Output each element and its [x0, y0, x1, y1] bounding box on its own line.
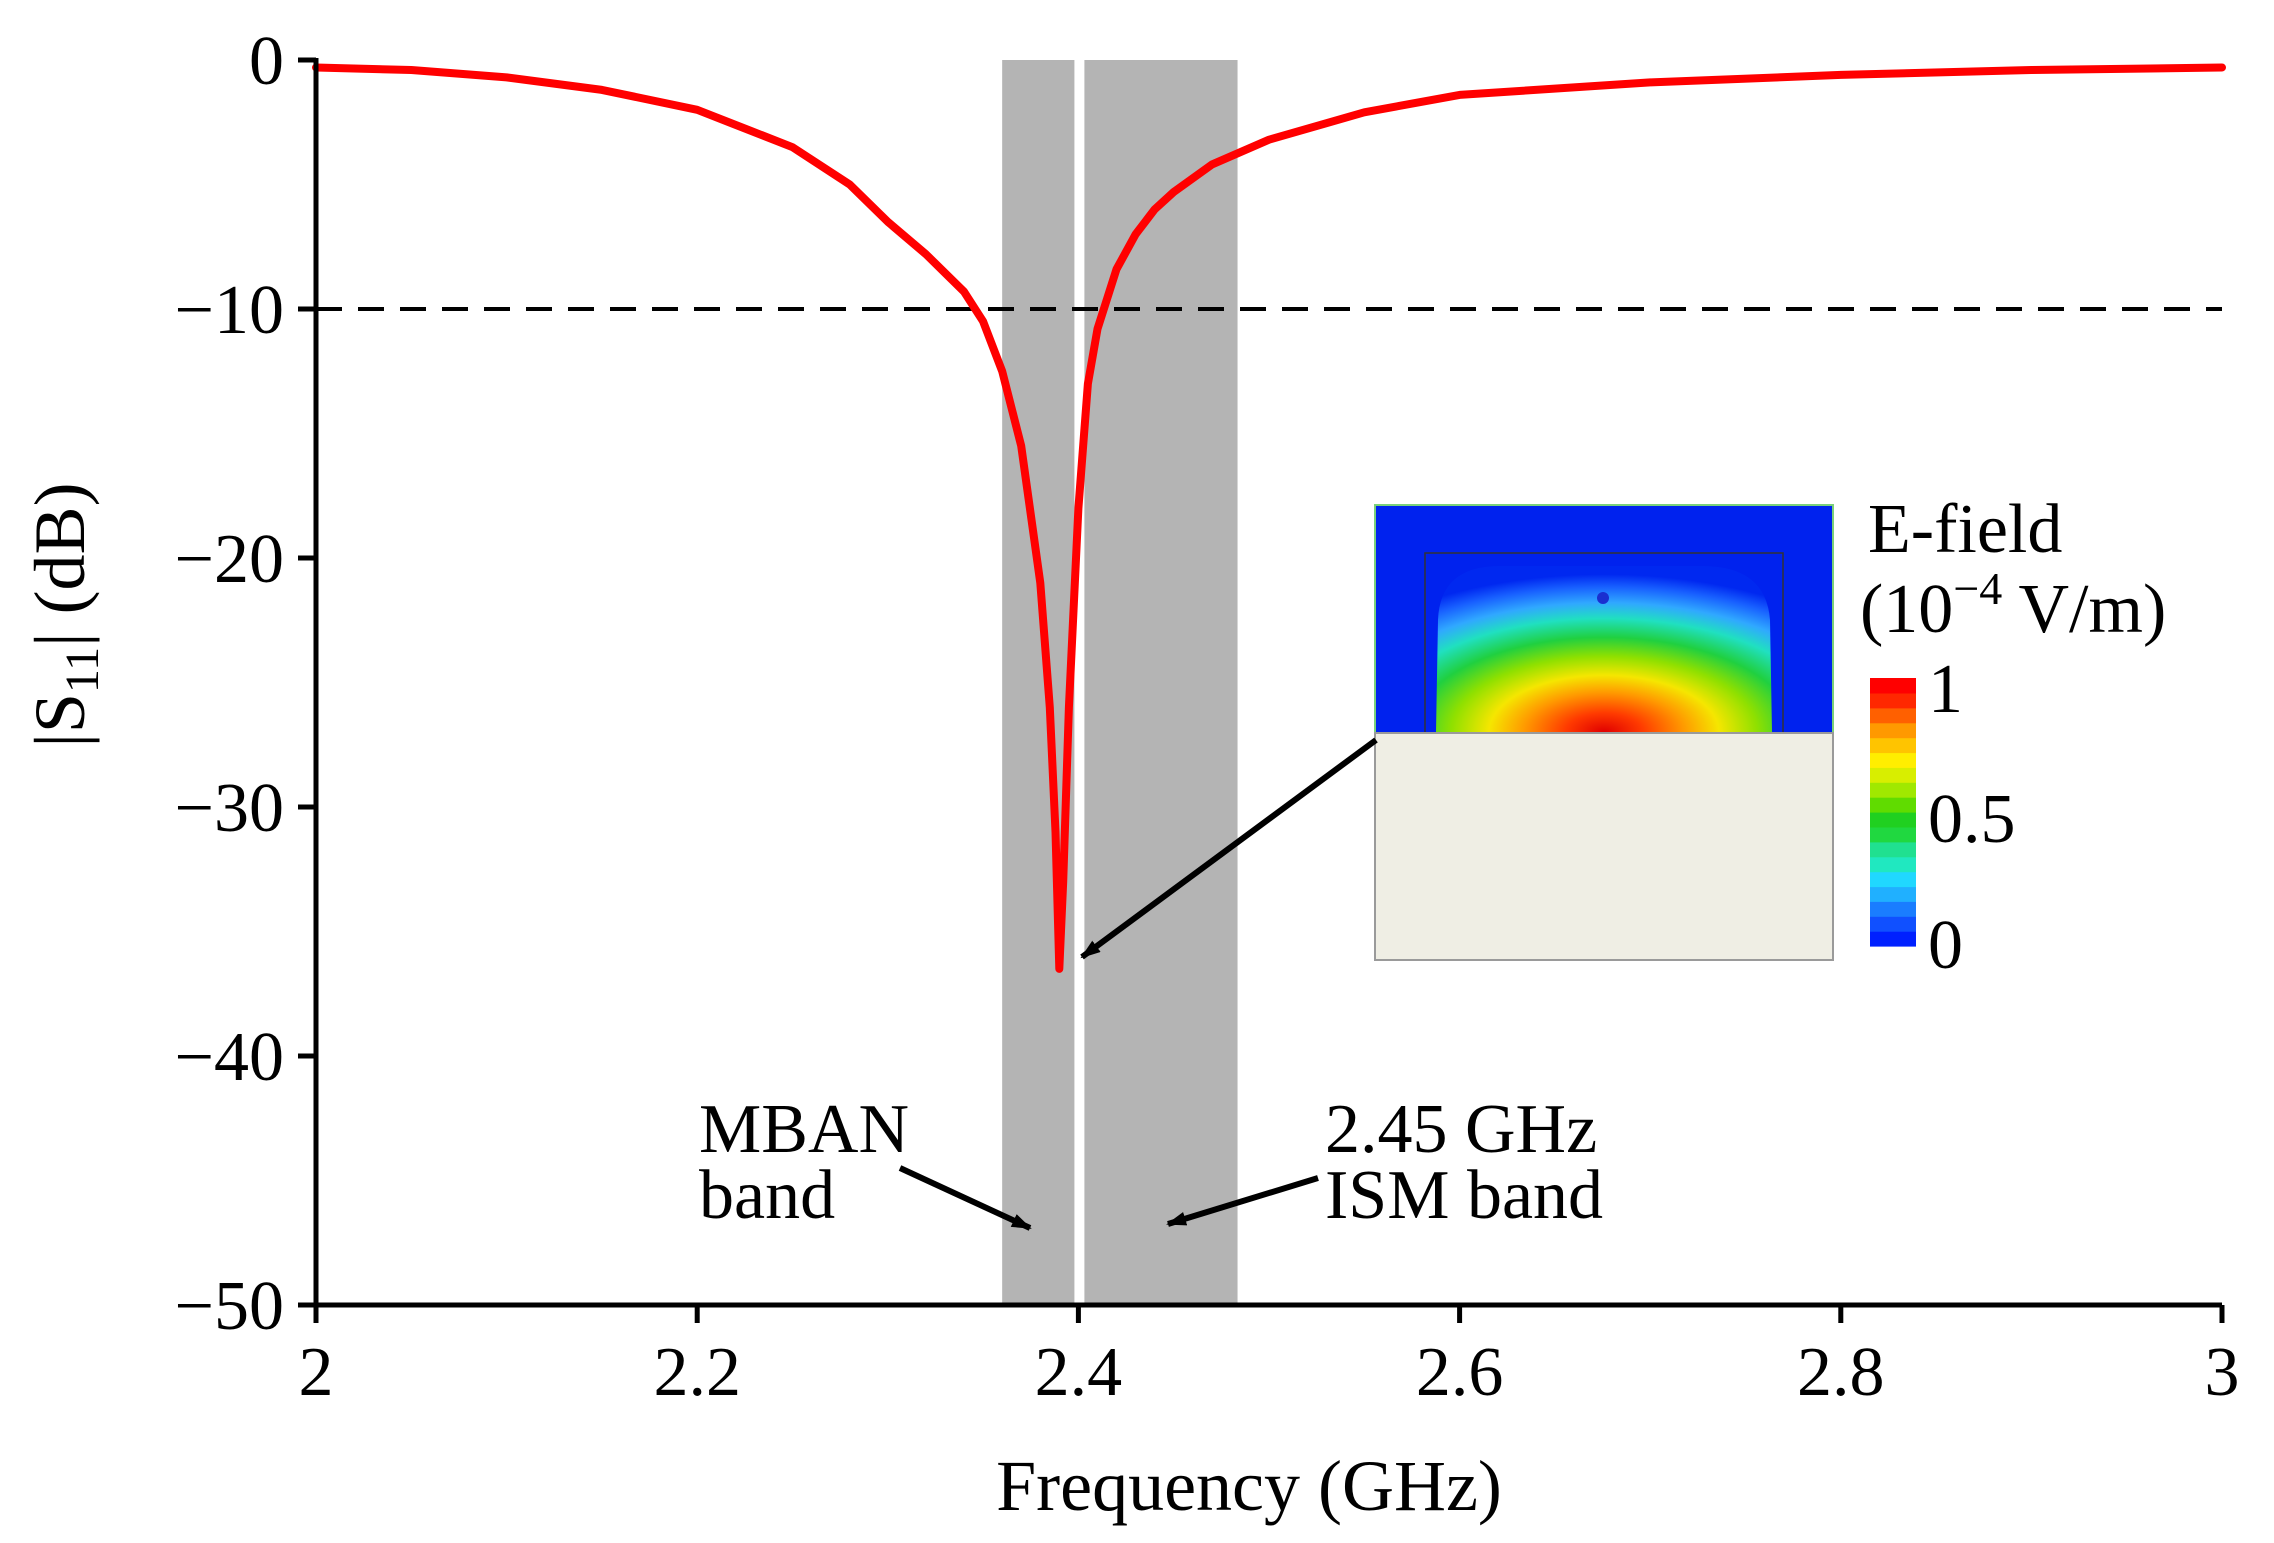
colorbar-step — [1870, 886, 1916, 902]
colorbar-label-max: 1 — [1928, 651, 1963, 728]
colorbar-label-min: 0 — [1928, 907, 1963, 984]
inset-title-line2: (10−4 V/m) — [1860, 563, 2166, 648]
colorbar-step — [1870, 692, 1916, 709]
ism-annotation: 2.45 GHz ISM band — [1166, 1091, 1603, 1234]
efield-inset: E-field (10−4 V/m) 1 0.5 0 — [1080, 491, 2166, 984]
y-tick-label: −20 — [175, 521, 284, 598]
inset-substrate-region — [1374, 732, 1834, 961]
colorbar-label-mid: 0.5 — [1928, 781, 2016, 858]
ism-label-line2: ISM band — [1325, 1157, 1603, 1234]
colorbar-step — [1870, 931, 1916, 947]
colorbar-step — [1870, 826, 1916, 843]
colorbar-step — [1870, 737, 1916, 754]
feed-point — [1597, 592, 1609, 604]
x-tick-label: 2 — [299, 1334, 334, 1411]
x-tick-label: 3 — [2205, 1334, 2240, 1411]
colorbar-step — [1870, 782, 1916, 798]
colorbar-step — [1870, 841, 1916, 858]
y-ticks: 0 −10 −20 −30 −40 −50 — [175, 23, 316, 1345]
ism-label-line1: 2.45 GHz — [1325, 1091, 1597, 1168]
ism-arrow — [1166, 1175, 1319, 1227]
inset-title-line2-sup: −4 — [1953, 563, 2002, 614]
colorbar-step — [1870, 752, 1916, 768]
colorbar-step — [1870, 871, 1916, 888]
mban-arrow — [898, 1165, 1032, 1231]
y-axis-title: |S11| (dB) — [20, 482, 109, 747]
y-tick-label: −50 — [175, 1268, 284, 1345]
colorbar-bands — [1870, 678, 1916, 947]
inset-title-line1: E-field — [1868, 491, 2062, 568]
colorbar-step — [1870, 678, 1916, 694]
colorbar-step — [1870, 767, 1916, 783]
colorbar-step — [1870, 722, 1916, 739]
mban-annotation: MBAN band — [699, 1091, 1032, 1234]
colorbar-step — [1870, 707, 1916, 724]
inset-title-line2-prefix: (10 — [1860, 571, 1953, 648]
colorbar-step — [1870, 797, 1916, 813]
y-tick-label: −10 — [175, 272, 284, 349]
colorbar-step — [1870, 901, 1916, 917]
colorbar-step — [1870, 916, 1916, 932]
bands-layer — [1002, 60, 1238, 1305]
x-tick-label: 2.4 — [1035, 1334, 1123, 1411]
y-tick-label: 0 — [249, 23, 284, 100]
ism-band-region — [1084, 60, 1238, 1305]
x-ticks: 2 2.2 2.4 2.6 2.8 3 — [299, 1305, 2240, 1411]
y-tick-label: −30 — [175, 770, 284, 847]
efield-distribution — [1436, 566, 1772, 732]
y-axis-title-subscript: 11 — [56, 647, 109, 693]
colorbar-step — [1870, 856, 1916, 873]
mban-label-line2: band — [699, 1157, 835, 1234]
x-tick-label: 2.2 — [653, 1334, 741, 1411]
s11-curve — [312, 63, 2226, 973]
y-axis-title-suffix: | (dB) — [20, 482, 100, 646]
x-axis-title: Frequency (GHz) — [996, 1446, 1502, 1526]
x-tick-label: 2.8 — [1797, 1334, 1885, 1411]
mban-label-line1: MBAN — [699, 1091, 909, 1168]
x-tick-label: 2.6 — [1416, 1334, 1504, 1411]
y-tick-label: −40 — [175, 1019, 284, 1096]
colorbar-step — [1870, 812, 1916, 828]
mban-band-region — [1002, 60, 1075, 1305]
inset-title-line2-suffix: V/m) — [2002, 571, 2166, 648]
inset-pointer-arrow — [1080, 737, 1378, 960]
y-axis-title-prefix: |S — [20, 693, 100, 747]
